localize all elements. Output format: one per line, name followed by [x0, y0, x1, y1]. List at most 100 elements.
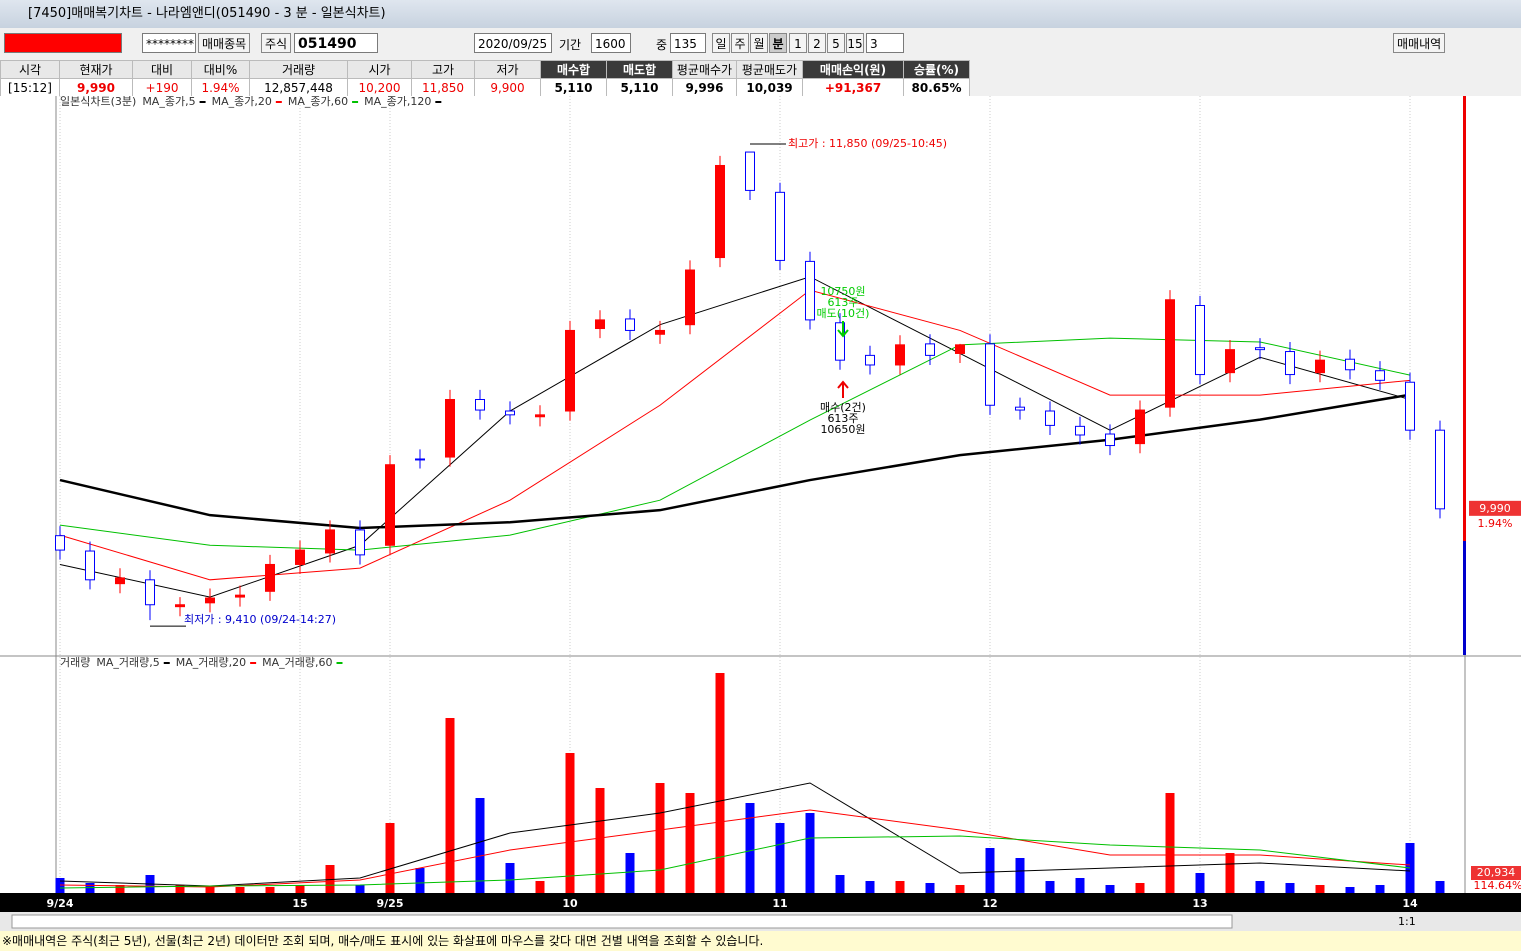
volume-bar [1075, 878, 1085, 893]
volume-bar [115, 885, 125, 893]
date-input[interactable]: 2020/09/25 [474, 33, 552, 53]
candle-body [895, 344, 905, 366]
candle-body [925, 343, 935, 356]
candle-body [715, 164, 725, 259]
candle-body [355, 529, 365, 556]
info-table: 시각 현재가 대비 대비% 거래량 시가 고가 저가 매수합 매도합 평균매수가 평균매도가 매매손익(… [0, 60, 970, 97]
toolbar: ******** 매매종목 주식 051490 2020/09/25 기간 16… [0, 30, 1521, 58]
unit-button[interactable]: 분 [769, 33, 787, 53]
legend-entry: MA_종가,120 [364, 96, 431, 108]
scroll-track [11, 914, 1233, 929]
password[interactable]: ******** [142, 33, 196, 53]
volume-tag [1471, 866, 1521, 880]
unit-button[interactable]: 1 [789, 33, 807, 53]
candle-body [475, 398, 485, 411]
market-button[interactable]: 주식 [261, 33, 292, 53]
volume-bar [595, 788, 605, 893]
unit-button[interactable]: 주 [731, 33, 749, 53]
ma-line [59, 393, 1411, 530]
history-button[interactable]: 매매내역 [1393, 33, 1446, 53]
candle-body [1285, 351, 1295, 376]
ma-line [59, 337, 1411, 551]
legend-entry: MA_종가,60 [288, 96, 348, 108]
x-tick-label: 9/25 [377, 897, 404, 910]
code-input[interactable]: 051490 [294, 33, 378, 53]
candle-body [1345, 358, 1355, 371]
candle-body [265, 563, 275, 592]
candle-body [505, 410, 515, 416]
x-tick-label: 12 [982, 897, 997, 910]
candle-body [55, 535, 65, 551]
candle-body [655, 329, 665, 335]
volume-bar [235, 887, 245, 893]
sell-annotation: 매도(10건) [817, 307, 870, 320]
volume-bar [865, 881, 875, 893]
buy-annotation: 613주 [827, 412, 858, 425]
ma-line [59, 809, 1411, 888]
mid-label: 중 [656, 38, 668, 52]
candle-body [1165, 299, 1175, 408]
info-header: 시각 [0, 60, 60, 79]
volume-bar [805, 813, 815, 893]
candle-body [535, 414, 545, 418]
volume-bar [445, 718, 455, 893]
account-box[interactable] [4, 33, 122, 53]
sell-arrow [837, 321, 849, 338]
info-header: 평균매도가 [736, 60, 803, 79]
unit-button[interactable]: 2 [808, 33, 826, 53]
candle-body [595, 319, 605, 330]
period-label: 기간 [559, 38, 582, 52]
volume-bar [565, 753, 575, 893]
ma-line [59, 289, 1411, 581]
volume-bar [505, 863, 515, 893]
zoom-label: 1:1 [1398, 915, 1416, 928]
pick-button[interactable]: 매매종목 [198, 33, 251, 53]
volume-bar [385, 823, 395, 893]
unit-button[interactable]: 일 [712, 33, 730, 53]
info-value: 80.65% [903, 78, 970, 97]
candle-body [445, 398, 455, 458]
info-header: 고가 [411, 60, 475, 79]
info-value: 10,200 [347, 78, 412, 97]
info-value: +91,367 [802, 78, 904, 97]
legend-entry: MA_거래량,60 [262, 656, 332, 669]
mid-input[interactable]: 135 [670, 33, 706, 53]
legend-title: 거래량 [60, 656, 90, 669]
info-header: 평균매수가 [672, 60, 737, 79]
candle-body [1135, 409, 1145, 445]
volume-bar [715, 673, 725, 893]
legend-entry: MA_거래량,5 [96, 656, 159, 669]
unit-input[interactable]: 3 [866, 33, 904, 53]
unit-button[interactable]: 월 [750, 33, 768, 53]
volume-bar [1255, 881, 1265, 893]
info-header: 시가 [347, 60, 412, 79]
info-header: 거래량 [249, 60, 348, 79]
unit-button[interactable]: 5 [827, 33, 845, 53]
info-value: 1.94% [191, 78, 250, 97]
legend-entry: MA_종가,5 [142, 96, 195, 108]
chart-bg [0, 96, 1521, 931]
candle-body [745, 151, 755, 191]
volume-bar [835, 875, 845, 893]
volume-bar [205, 887, 215, 893]
price-tag-label: 9,990 [1479, 502, 1511, 515]
sell-annotation: 10750원 [820, 285, 865, 298]
volume-bar [1105, 885, 1115, 893]
volume-bar [1435, 881, 1445, 893]
candle-body [1435, 429, 1445, 510]
info-value: 5,110 [540, 78, 607, 97]
volume-bar [685, 793, 695, 893]
info-header: 현재가 [59, 60, 133, 79]
candle-body [805, 260, 815, 321]
volume-bar [1225, 853, 1235, 893]
candle-body [835, 322, 845, 361]
unit-button[interactable]: 15 [846, 33, 864, 53]
ma-line [59, 276, 1411, 598]
legend-swatch [163, 662, 170, 664]
info-value: 9,990 [59, 78, 133, 97]
candle-body [1405, 381, 1415, 431]
info-header: 저가 [474, 60, 541, 79]
candle-body [235, 594, 245, 598]
period-input[interactable]: 1600 [591, 33, 631, 53]
volume-bar [925, 883, 935, 893]
